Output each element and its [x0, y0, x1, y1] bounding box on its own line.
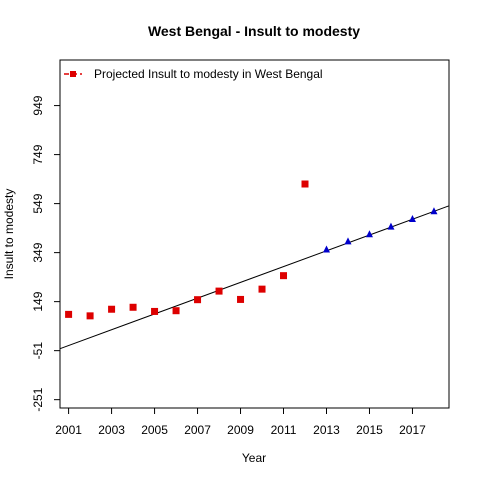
x-axis-label: Year [242, 451, 266, 465]
plot-frame [59, 59, 450, 409]
data-point [86, 312, 94, 320]
legend-marker [70, 71, 76, 77]
legend-label: Projected Insult to modesty in West Beng… [94, 67, 323, 81]
projected-point [365, 230, 373, 238]
y-axis-label: Insult to modesty [2, 189, 16, 280]
y-tick-label: 349 [31, 242, 45, 262]
x-tick-label: 2003 [98, 423, 125, 437]
data-point [129, 303, 137, 311]
x-tick-label: 2005 [141, 423, 168, 437]
projected-point [322, 245, 330, 253]
data-point [258, 285, 266, 293]
y-tick-label: -51 [31, 342, 45, 360]
x-tick-label: 2009 [227, 423, 254, 437]
data-point [108, 305, 116, 313]
x-tick-label: 2017 [399, 423, 426, 437]
data-point [65, 310, 73, 318]
x-tick-label: 2007 [184, 423, 211, 437]
data-point [151, 307, 159, 315]
data-point [280, 272, 288, 280]
x-tick-label: 2015 [356, 423, 383, 437]
data-point [194, 296, 202, 304]
y-tick-label: 549 [31, 193, 45, 213]
projected-point [430, 207, 438, 215]
y-tick-label: 949 [31, 95, 45, 115]
legend: Projected Insult to modesty in West Beng… [64, 67, 323, 81]
x-tick-label: 2011 [271, 423, 297, 437]
data-point [172, 307, 180, 315]
x-tick-label: 2013 [313, 423, 340, 437]
data-point [301, 180, 309, 188]
y-tick-label: 149 [31, 291, 45, 311]
y-tick-label: -251 [31, 387, 45, 411]
y-tick-label: 749 [31, 144, 45, 164]
trend-line [59, 205, 450, 350]
chart-title: West Bengal - Insult to modesty [148, 23, 360, 39]
data-point [237, 295, 245, 303]
projected-point [344, 237, 352, 245]
projected-point [387, 222, 395, 230]
data-point [215, 287, 223, 295]
x-tick-label: 2001 [55, 423, 82, 437]
projected-point [408, 215, 416, 223]
